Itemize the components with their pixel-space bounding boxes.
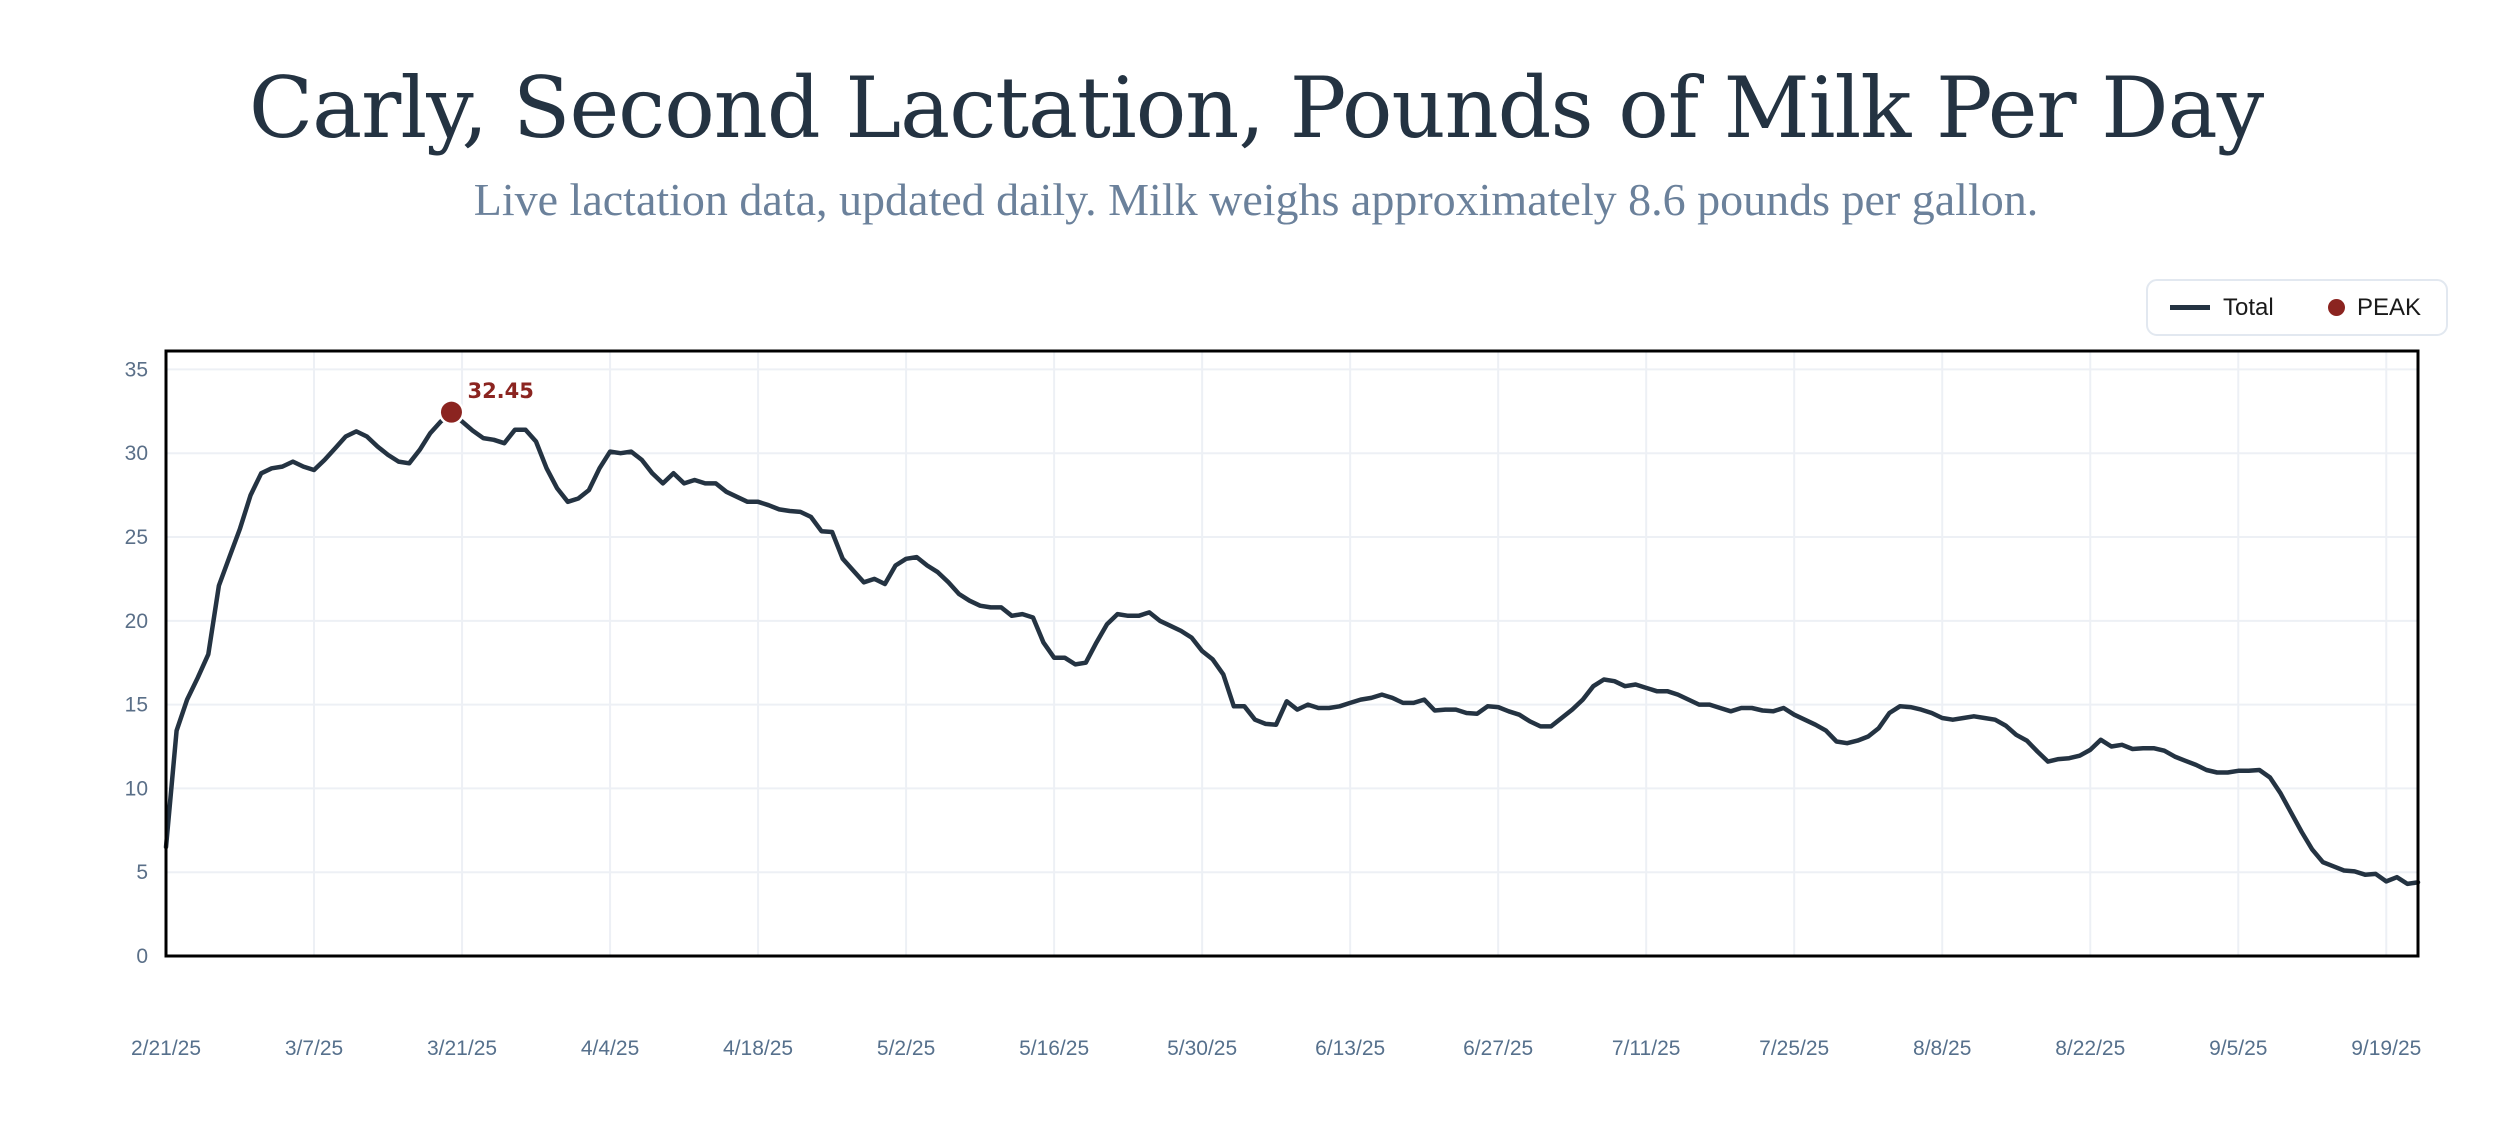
- peak-label: 32.45: [467, 379, 533, 403]
- y-axis-ticks: 0 5 10 15 20 25 30 35: [125, 358, 148, 968]
- x-tick-label: 3/7/25: [285, 1037, 343, 1060]
- x-tick-label: 5/2/25: [877, 1037, 935, 1060]
- chart-title: Carly, Second Lactation, Pounds of Milk …: [248, 59, 2264, 157]
- series-line-total: [163, 409, 2421, 887]
- x-tick-label: 2/21/25: [131, 1037, 201, 1060]
- legend-label-peak: PEAK: [2357, 293, 2422, 321]
- x-tick-label: 3/21/25: [427, 1037, 497, 1060]
- peak-marker: [440, 401, 462, 423]
- dot-marker-icon: [2328, 299, 2345, 316]
- y-tick-label: 15: [125, 694, 148, 717]
- y-tick-label: 25: [125, 526, 148, 549]
- chart-subtitle: Live lactation data, updated daily. Milk…: [473, 174, 2039, 225]
- x-tick-label: 9/19/25: [2351, 1037, 2421, 1060]
- legend-item-total[interactable]: Total: [2170, 281, 2274, 334]
- peak-annotation: 32.45: [438, 379, 534, 426]
- x-tick-label: 6/13/25: [1315, 1037, 1385, 1060]
- series: [163, 409, 2421, 887]
- legend-item-peak[interactable]: PEAK: [2328, 281, 2421, 334]
- y-tick-label: 0: [136, 945, 148, 968]
- x-tick-label: 4/4/25: [581, 1037, 639, 1060]
- x-tick-label: 7/11/25: [1612, 1037, 1681, 1060]
- y-tick-label: 35: [125, 358, 148, 381]
- x-tick-label: 7/25/25: [1759, 1037, 1829, 1060]
- y-tick-label: 20: [125, 610, 148, 633]
- x-axis-ticks: 2/21/25 3/7/25 3/21/25 4/4/25 4/18/25 5/2/25 5…: [131, 1037, 2421, 1060]
- y-tick-label: 30: [125, 442, 148, 465]
- x-tick-label: 5/16/25: [1019, 1037, 1089, 1060]
- gridlines: [166, 351, 2418, 956]
- x-tick-label: 6/27/25: [1463, 1037, 1533, 1060]
- x-tick-label: 9/5/25: [2209, 1037, 2267, 1060]
- x-tick-label: 4/18/25: [723, 1037, 793, 1060]
- legend-label-total: Total: [2223, 293, 2274, 321]
- x-tick-label: 8/22/25: [2055, 1037, 2125, 1060]
- x-tick-label: 5/30/25: [1167, 1037, 1237, 1060]
- y-tick-label: 10: [125, 777, 148, 800]
- y-tick-label: 5: [136, 861, 148, 884]
- plot-frame: [164, 349, 2420, 958]
- line-swatch-icon: [2170, 305, 2210, 310]
- x-tick-label: 8/8/25: [1913, 1037, 1971, 1060]
- legend: Total PEAK: [2146, 279, 2448, 336]
